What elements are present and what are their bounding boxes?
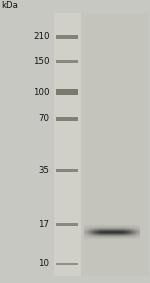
- Text: 70: 70: [39, 114, 50, 123]
- Text: 150: 150: [33, 57, 50, 66]
- FancyBboxPatch shape: [56, 89, 78, 95]
- FancyBboxPatch shape: [56, 35, 78, 38]
- FancyBboxPatch shape: [56, 169, 78, 172]
- FancyBboxPatch shape: [56, 117, 78, 121]
- Text: 17: 17: [39, 220, 50, 229]
- Text: 35: 35: [39, 166, 50, 175]
- FancyBboxPatch shape: [54, 13, 81, 276]
- Text: 10: 10: [39, 260, 50, 269]
- Text: 100: 100: [33, 88, 50, 97]
- Text: kDa: kDa: [1, 1, 18, 10]
- FancyBboxPatch shape: [56, 223, 78, 226]
- Text: 210: 210: [33, 32, 50, 41]
- FancyBboxPatch shape: [56, 60, 78, 63]
- FancyBboxPatch shape: [56, 263, 78, 265]
- FancyBboxPatch shape: [54, 13, 148, 276]
